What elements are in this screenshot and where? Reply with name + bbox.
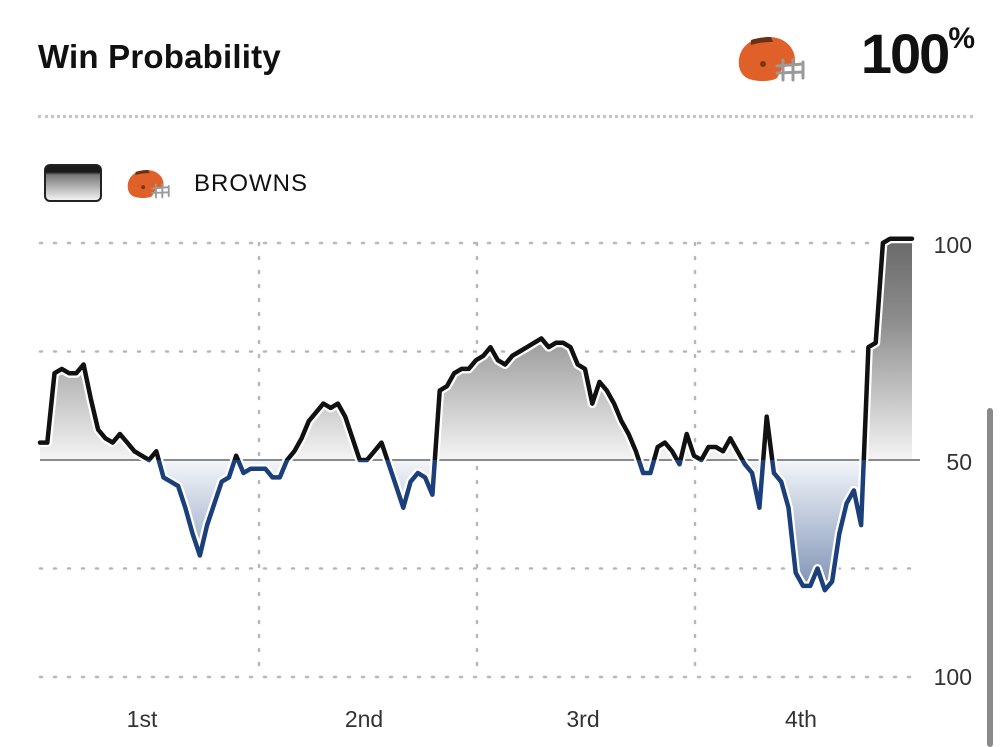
gradient-swatch-icon xyxy=(44,164,102,202)
chart-legend: BROWNS xyxy=(44,164,444,206)
quarter-label: 2nd xyxy=(345,706,383,732)
page-title: Win Probability xyxy=(38,38,281,75)
home-win-area xyxy=(40,238,912,460)
win-percentage-sign: % xyxy=(948,22,975,55)
quarter-label: 4th xyxy=(785,706,817,732)
quarter-label: 1st xyxy=(127,706,158,732)
chart-grid xyxy=(38,241,922,679)
header: Win Probability 100% xyxy=(38,24,975,84)
y-tick-label: 100 xyxy=(934,232,972,258)
header-divider xyxy=(38,115,973,118)
browns-helmet-icon xyxy=(127,169,170,199)
legend-team-label: BROWNS xyxy=(194,170,308,197)
win-percentage-value: 100 xyxy=(860,22,950,85)
y-tick-label: 50 xyxy=(946,449,972,475)
vertical-scrollbar[interactable] xyxy=(987,408,993,747)
browns-helmet-icon xyxy=(738,37,805,82)
home-win-probability-line xyxy=(37,236,915,460)
win-percentage: 100% xyxy=(861,24,975,82)
quarter-label: 3rd xyxy=(566,706,599,732)
win-probability-chart: 100 50 100 1st 2nd 3rd 4th xyxy=(35,232,972,732)
y-tick-label: 100 xyxy=(934,664,972,690)
away-win-probability-line xyxy=(144,460,867,593)
